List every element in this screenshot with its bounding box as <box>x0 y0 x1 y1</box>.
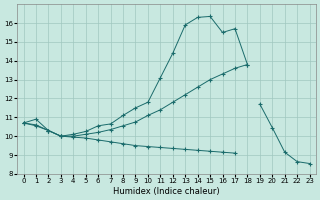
X-axis label: Humidex (Indice chaleur): Humidex (Indice chaleur) <box>113 187 220 196</box>
